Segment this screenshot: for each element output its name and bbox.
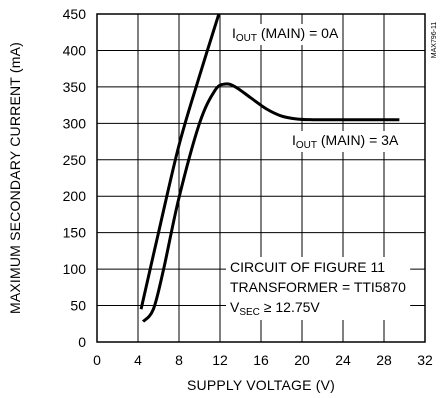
x-tick-label: 8 bbox=[175, 352, 183, 368]
y-tick-label: 350 bbox=[63, 79, 87, 95]
y-tick-label: 400 bbox=[63, 42, 87, 58]
annotation-circuit: CIRCUIT OF FIGURE 11 bbox=[230, 259, 385, 275]
series-line-1 bbox=[141, 82, 400, 323]
x-tick-label: 32 bbox=[417, 352, 433, 368]
x-tick-label: 16 bbox=[253, 352, 269, 368]
y-tick-label: 150 bbox=[63, 225, 87, 241]
annotation-vsec: VSEC ≥ 12.75V bbox=[230, 299, 320, 318]
y-tick-labels: 0 50 100 150 200 250 300 350 400 450 bbox=[63, 6, 87, 350]
y-tick-label: 200 bbox=[63, 188, 87, 204]
series-label-0: IOUT (MAIN) = 0A bbox=[232, 25, 339, 44]
y-tick-label: 450 bbox=[63, 6, 87, 22]
x-tick-label: 28 bbox=[376, 352, 392, 368]
x-tick-label: 20 bbox=[294, 352, 310, 368]
y-tick-label: 250 bbox=[63, 152, 87, 168]
annotation-transformer: TRANSFORMER = TTI5870 bbox=[230, 279, 406, 295]
x-tick-labels: 0 4 8 12 16 20 24 28 32 bbox=[93, 352, 433, 368]
y-tick-label: 50 bbox=[70, 298, 86, 314]
x-axis-title: SUPPLY VOLTAGE (V) bbox=[187, 377, 335, 393]
y-tick-label: 300 bbox=[63, 115, 87, 131]
series-label-1: IOUT (MAIN) = 3A bbox=[292, 132, 399, 151]
plot-frame bbox=[96, 13, 426, 343]
x-tick-label: 12 bbox=[212, 352, 228, 368]
series-line-0 bbox=[139, 14, 221, 310]
y-tick-label: 0 bbox=[78, 334, 86, 350]
x-tick-label: 24 bbox=[335, 352, 351, 368]
series-label-0-background bbox=[229, 24, 342, 45]
annotation-background bbox=[226, 257, 411, 320]
x-tick-label: 0 bbox=[93, 352, 101, 368]
x-tick-label: 4 bbox=[134, 352, 142, 368]
y-tick-label: 100 bbox=[63, 261, 87, 277]
series-label-1-background bbox=[289, 131, 402, 152]
y-axis-title: MAXIMUM SECONDARY CURRENT (mA) bbox=[7, 42, 23, 314]
series-layer bbox=[139, 14, 400, 323]
figure-code-label: MAX796-11 bbox=[431, 22, 438, 59]
